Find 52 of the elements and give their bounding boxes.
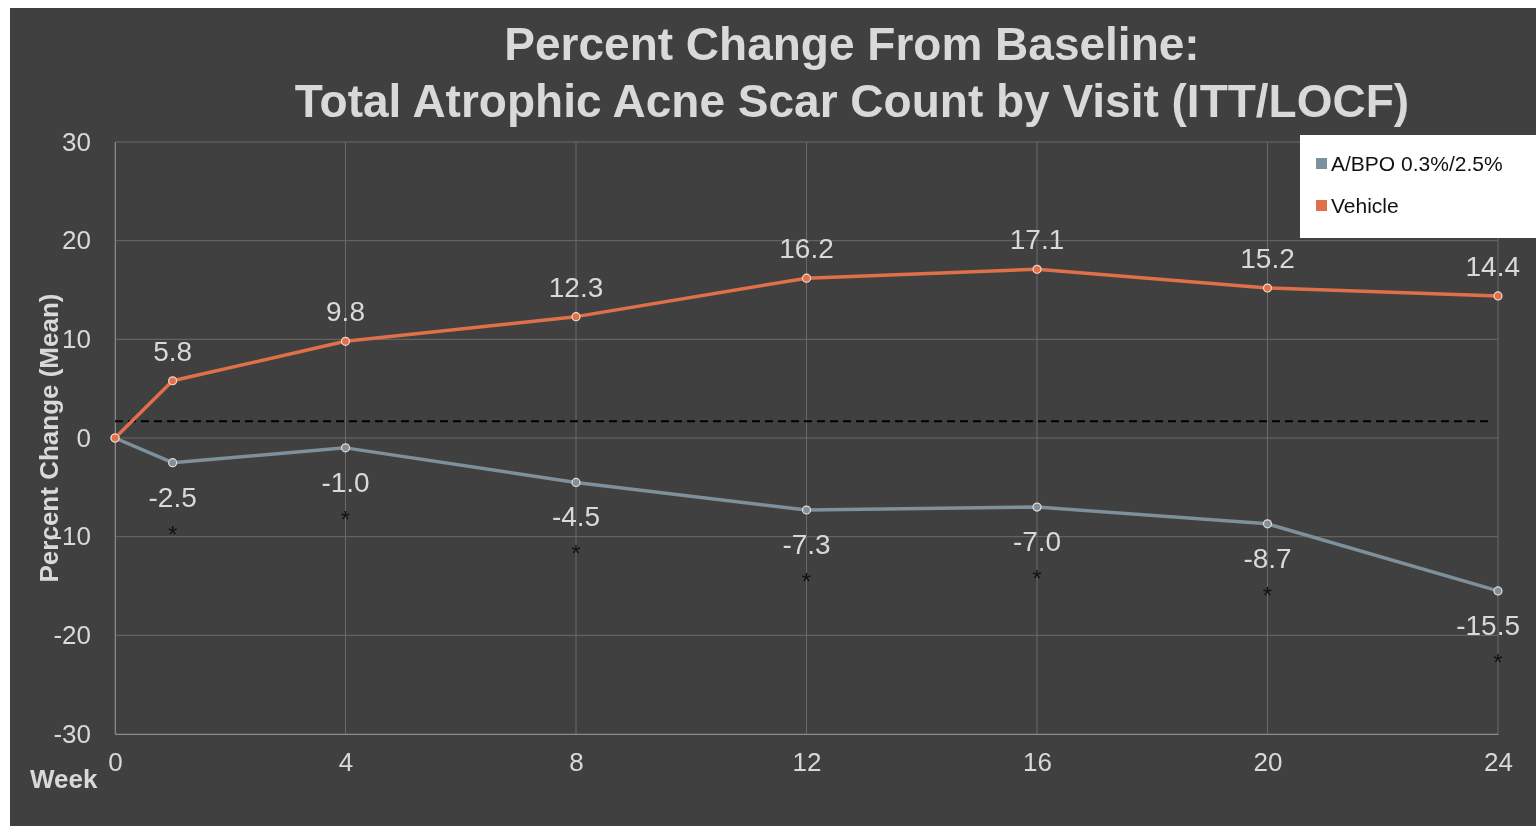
data-label: 15.2	[1240, 243, 1295, 275]
y-tick-label: 30	[62, 126, 91, 157]
data-label: -15.5	[1456, 609, 1520, 641]
y-tick-label: 0	[76, 422, 91, 453]
point	[571, 477, 581, 487]
y-tick-label: -30	[53, 718, 91, 749]
annotation: *	[1032, 565, 1042, 593]
annotation: *	[1493, 648, 1503, 676]
data-label: 16.2	[779, 233, 834, 265]
legend-label: A/BPO 0.3%/2.5%	[1331, 152, 1503, 175]
data-label: -2.5	[148, 481, 197, 513]
x-tick-label: 24	[1484, 747, 1513, 778]
x-tick-label: 8	[569, 747, 584, 778]
data-label: -7.3	[782, 529, 831, 561]
data-label: -7.0	[1012, 526, 1062, 558]
point	[571, 312, 581, 322]
data-label: 14.4	[1465, 250, 1520, 282]
x-tick-label: 12	[792, 747, 822, 778]
point	[1262, 519, 1273, 529]
y-tick-label: -20	[53, 620, 91, 651]
data-label: -8.7	[1243, 542, 1292, 574]
y-tick-label: 10	[62, 324, 91, 355]
data-label: 5.8	[153, 335, 193, 367]
annotation: *	[1262, 581, 1273, 609]
point	[168, 458, 178, 468]
point	[168, 376, 178, 386]
annotation: *	[801, 568, 812, 596]
x-tick-label: 0	[108, 747, 123, 778]
point	[1032, 502, 1042, 512]
annotation: *	[167, 520, 178, 548]
point	[1493, 586, 1503, 596]
point	[340, 443, 351, 453]
chart-title: Percent Change From Baseline: Total Atrophic Acne Scar Count by Visit (ITT/LOCF)	[294, 18, 1410, 127]
x-tick-label: 16	[1023, 747, 1052, 778]
point	[1032, 264, 1042, 274]
data-label: 12.3	[548, 271, 604, 303]
data-label: -1.0	[321, 466, 370, 498]
data-label: -4.5	[551, 501, 601, 533]
y-tick-label: 20	[62, 225, 91, 256]
point	[1493, 291, 1503, 301]
annotation: *	[340, 505, 351, 533]
data-label: 9.8	[326, 296, 365, 328]
point	[1262, 283, 1273, 293]
annotation: *	[571, 540, 581, 568]
point	[801, 505, 812, 515]
x-axis-title: Week	[30, 764, 98, 794]
legend-label: Vehicle	[1331, 194, 1399, 217]
point	[340, 336, 351, 346]
data-label: 17.1	[1009, 224, 1065, 256]
x-tick-label: 4	[338, 747, 354, 778]
x-tick-label: 20	[1253, 747, 1283, 778]
point	[801, 273, 812, 283]
